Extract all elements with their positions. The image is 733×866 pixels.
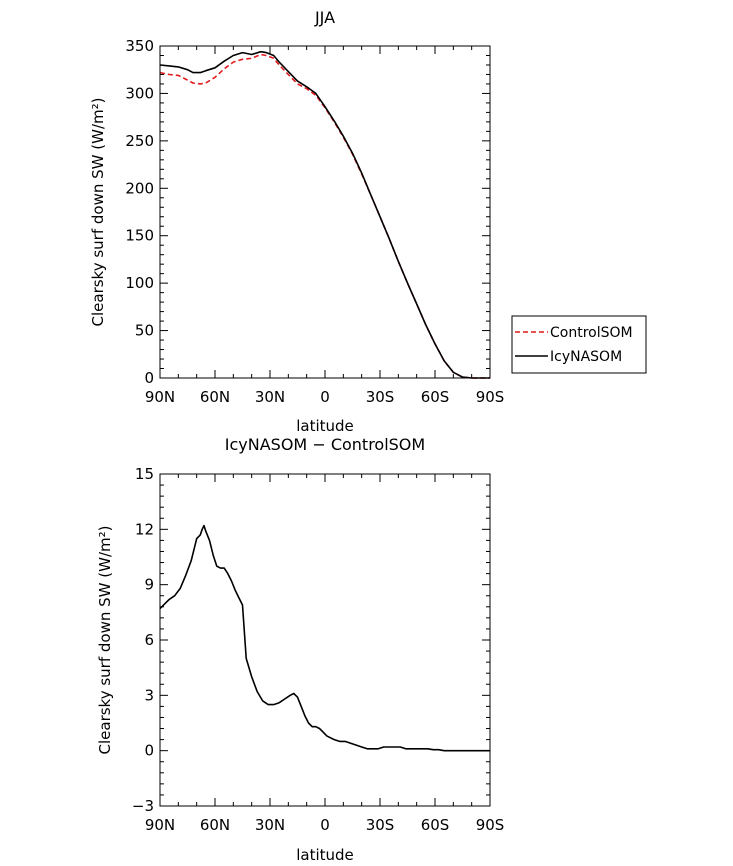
- x-tick-label: 90N: [145, 388, 175, 406]
- top-panel-lines: [159, 50, 490, 379]
- x-tick-label: 30S: [366, 816, 395, 834]
- x-tick-label: 60S: [421, 816, 450, 834]
- y-tick-label: 150: [125, 227, 154, 245]
- top-plot-frame: [159, 45, 491, 379]
- x-tick-label: 90S: [476, 388, 505, 406]
- x-tick-label: 30S: [366, 388, 395, 406]
- top-x-axis-title: latitude: [296, 417, 354, 435]
- x-tick-label: 60N: [200, 816, 230, 834]
- series-line-difference: [159, 524, 490, 752]
- x-tick-label: 60N: [200, 388, 230, 406]
- y-tick-label: 9: [144, 576, 154, 594]
- y-tick-label: 0: [144, 369, 154, 387]
- top-y-axis-title: Clearsky surf down SW (W/m²): [89, 98, 107, 327]
- top-panel-title: JJA: [314, 8, 335, 27]
- x-tick-label: 30N: [255, 388, 285, 406]
- y-tick-label: 12: [135, 520, 154, 538]
- y-tick-label: 100: [125, 274, 154, 292]
- legend: ControlSOM IcyNASOM: [511, 315, 647, 374]
- x-tick-label: 30N: [255, 816, 285, 834]
- y-tick-label: 0: [144, 742, 154, 760]
- legend-label-controlsom: ControlSOM: [550, 325, 633, 341]
- legend-box: [511, 315, 647, 374]
- x-tick-label: 0: [320, 816, 330, 834]
- y-tick-label: 300: [125, 84, 154, 102]
- y-tick-label: −3: [132, 797, 154, 815]
- x-tick-label: 0: [320, 388, 330, 406]
- y-tick-label: 50: [135, 322, 154, 340]
- bottom-plot-frame: [159, 473, 491, 807]
- y-tick-label: 15: [135, 465, 154, 483]
- y-tick-label: 350: [125, 37, 154, 55]
- bottom-x-axis-title: latitude: [296, 846, 354, 864]
- legend-label-icynasom: IcyNASOM: [550, 349, 622, 365]
- series-line-controlsom: [159, 53, 490, 379]
- x-tick-label: 90S: [476, 816, 505, 834]
- y-tick-label: 3: [144, 686, 154, 704]
- y-tick-label: 200: [125, 179, 154, 197]
- top-panel: JJA 90N 60N 30N 0 30S 60S 90S 0 50 100 150 200 250 30…: [89, 8, 504, 435]
- top-panel-ticks: 90N 60N 30N 0 30S 60S 90S 0 50 100 150 200 250 300 350: [125, 37, 504, 406]
- bottom-panel-ticks: 90N 60N 30N 0 30S 60S 90S −3 0 3 6 9 12 15: [132, 465, 504, 834]
- y-tick-label: 250: [125, 132, 154, 150]
- bottom-panel-lines: [159, 524, 490, 752]
- bottom-y-axis-title: Clearsky surf down SW (W/m²): [96, 526, 114, 755]
- bottom-panel: IcyNASOM − ControlSOM 90N 60N 30N 0 30S 60S 90…: [96, 435, 504, 864]
- series-line-icynasom: [159, 50, 490, 379]
- x-tick-label: 60S: [421, 388, 450, 406]
- y-tick-label: 6: [144, 631, 154, 649]
- x-tick-label: 90N: [145, 816, 175, 834]
- bottom-panel-title: IcyNASOM − ControlSOM: [225, 435, 425, 454]
